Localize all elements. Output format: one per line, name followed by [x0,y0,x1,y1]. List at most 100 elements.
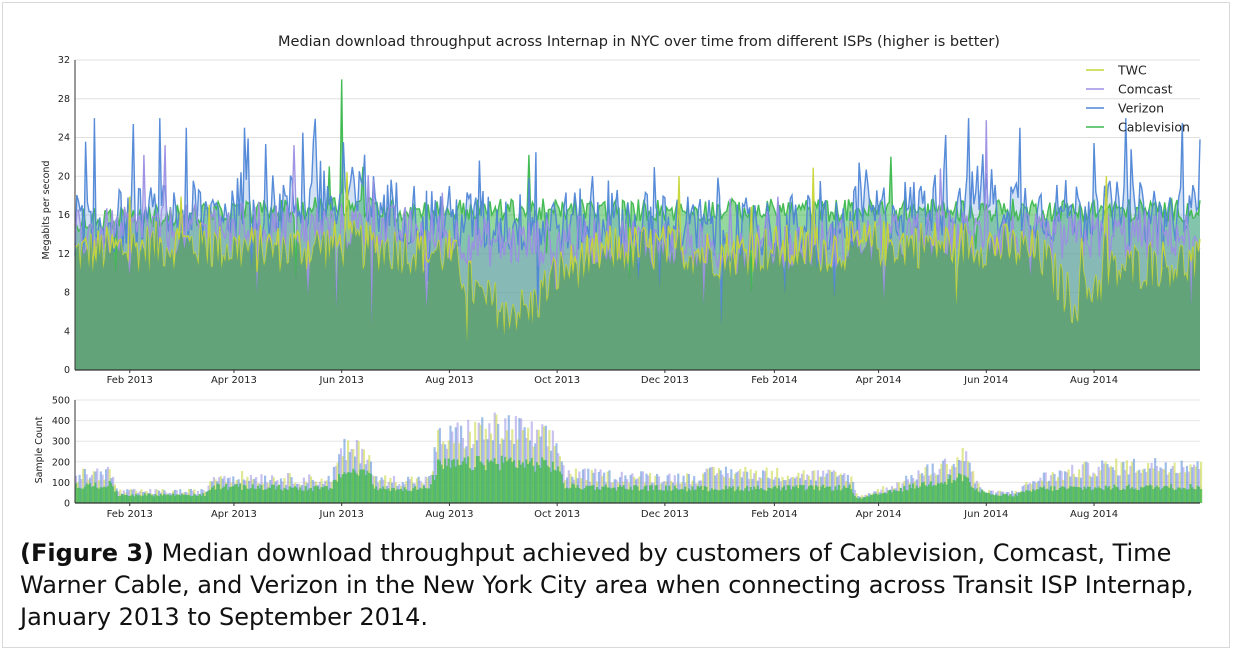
count-bar-cablevision [657,490,660,503]
count-bar-cablevision [913,488,917,503]
count-bar-cablevision [1141,487,1144,503]
count-bar-cablevision [354,471,357,503]
count-bar-cablevision [152,496,155,503]
count-bar-cablevision [954,480,957,503]
count-bar [830,471,834,503]
count-bar-cablevision [981,489,984,503]
count-bar-cablevision [1016,495,1019,503]
count-bar-cablevision [800,485,804,503]
count-bar-cablevision [663,490,666,503]
count-bar-cablevision [710,488,713,503]
count-bar-cablevision [1180,489,1183,503]
count-bar-cablevision [108,480,111,503]
count-bar [1122,461,1125,503]
count-bar-cablevision [98,488,101,503]
count-bar-cablevision [656,485,659,503]
count-bar-cablevision [378,488,381,503]
count-bar-cablevision [627,489,630,503]
count-bar-cablevision [1101,489,1104,503]
count-bar-cablevision [509,457,512,503]
count-bar-cablevision [181,494,184,503]
y-tick-label: 100 [52,478,70,489]
count-bar-cablevision [1113,484,1116,503]
count-bar-cablevision [733,491,736,503]
count-bar-cablevision [1124,489,1127,503]
count-bar-cablevision [998,495,1001,503]
count-bar-cablevision [846,487,849,503]
count-bar-cablevision [952,479,955,503]
count-bar-cablevision [905,489,908,503]
count-bar-cablevision [288,486,291,503]
count-bar [407,476,410,503]
count-bar-cablevision [82,488,85,503]
count-bar [1118,475,1121,503]
count-bar-cablevision [936,483,940,503]
count-bar [1200,461,1203,503]
count-bar [1196,461,1199,503]
count-bar-cablevision [94,482,97,503]
count-bar [705,468,708,503]
count-bar [1194,466,1197,503]
count-bar-cablevision [1148,484,1151,503]
count-bar-cablevision [350,472,353,503]
count-bar-cablevision [460,464,463,503]
count-bar-cablevision [468,468,471,503]
x-tick-label: Apr 2014 [856,509,902,520]
count-bar-cablevision [859,497,862,503]
count-bar-cablevision [1069,486,1072,503]
count-bar-cablevision [391,488,394,503]
count-bar-cablevision [1041,487,1044,503]
count-bar-cablevision [182,494,185,503]
count-bar-cablevision [251,484,254,503]
y-axis-label: Megabits per second [41,161,52,260]
count-bar-cablevision [1200,489,1203,503]
count-bar-cablevision [196,495,200,503]
count-bar-cablevision [398,489,401,503]
count-bar-cablevision [373,488,376,503]
count-bar-cablevision [996,495,1000,503]
count-bar-cablevision [200,495,203,503]
y-tick-label: 0 [64,499,70,510]
count-bar-cablevision [732,486,735,503]
count-bar [105,469,108,503]
count-bar-cablevision [437,459,440,503]
count-bar [839,473,842,503]
count-bar [548,430,551,503]
count-bar-cablevision [1152,489,1155,503]
count-bar-cablevision [145,495,148,503]
count-bar-cablevision [1021,491,1024,503]
count-bar [806,474,809,503]
count-bar [702,473,705,503]
count-bar-cablevision [186,495,189,503]
x-tick-label: Oct 2013 [534,509,580,520]
count-bar-cablevision [747,491,751,503]
count-bar [647,475,650,503]
count-bar-cablevision [873,494,876,503]
count-bar-cablevision [1037,489,1040,503]
count-bar-cablevision [638,490,641,503]
count-bar-cablevision [869,494,872,503]
count-bar-cablevision [228,487,231,503]
count-bar-cablevision [546,465,549,503]
count-bar-cablevision [274,489,277,503]
count-bar-cablevision [716,489,719,503]
count-bar-cablevision [772,487,775,503]
count-bar-cablevision [105,487,108,503]
count-bar [583,468,586,503]
count-bar-cablevision [172,493,175,503]
count-bar [481,417,484,503]
series-line-cablevision [74,79,1201,293]
count-bar-cablevision [714,489,717,503]
count-bar-cablevision [919,486,922,503]
count-bar-cablevision [490,460,493,503]
count-bar [1120,462,1123,503]
count-bar [1132,458,1136,503]
count-bar-cablevision [392,487,396,503]
count-bar-cablevision [463,457,466,503]
count-bar-cablevision [649,485,652,503]
count-bar-cablevision [203,496,207,503]
count-bar-cablevision [643,486,646,503]
count-bar [724,466,728,503]
count-bar-cablevision [1065,489,1068,503]
count-bar-cablevision [910,488,913,503]
